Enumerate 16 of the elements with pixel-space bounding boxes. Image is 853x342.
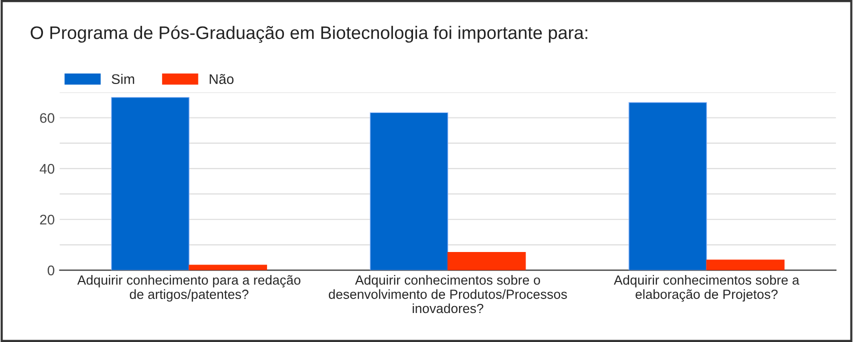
chart-title: O Programa de Pós-Graduação em Biotecnologia foi importante para: <box>30 26 588 43</box>
legend-label: Sim <box>112 74 134 84</box>
bar <box>188 264 268 270</box>
x-tick-label: Adquirir conhecimentos sobre o desenvolvimento de Produtos/Processos inovadores? <box>328 275 567 314</box>
y-tick-label: 60 <box>40 113 54 123</box>
bar <box>370 112 448 270</box>
y-tick-label: 40 <box>40 164 54 174</box>
bar <box>706 260 785 270</box>
bar <box>628 102 707 270</box>
y-tick-label: 20 <box>40 214 54 225</box>
x-tick-label: Adquirir conhecimento para a redação de artigos/patentes? <box>77 275 300 302</box>
bar <box>111 97 190 270</box>
y-tick-label: 0 <box>48 266 54 276</box>
bar <box>447 252 526 270</box>
x-tick-label: Adquirir conhecimentos sobre a elaboração de Projetos? <box>614 275 800 302</box>
legend-label: Não <box>210 74 234 84</box>
